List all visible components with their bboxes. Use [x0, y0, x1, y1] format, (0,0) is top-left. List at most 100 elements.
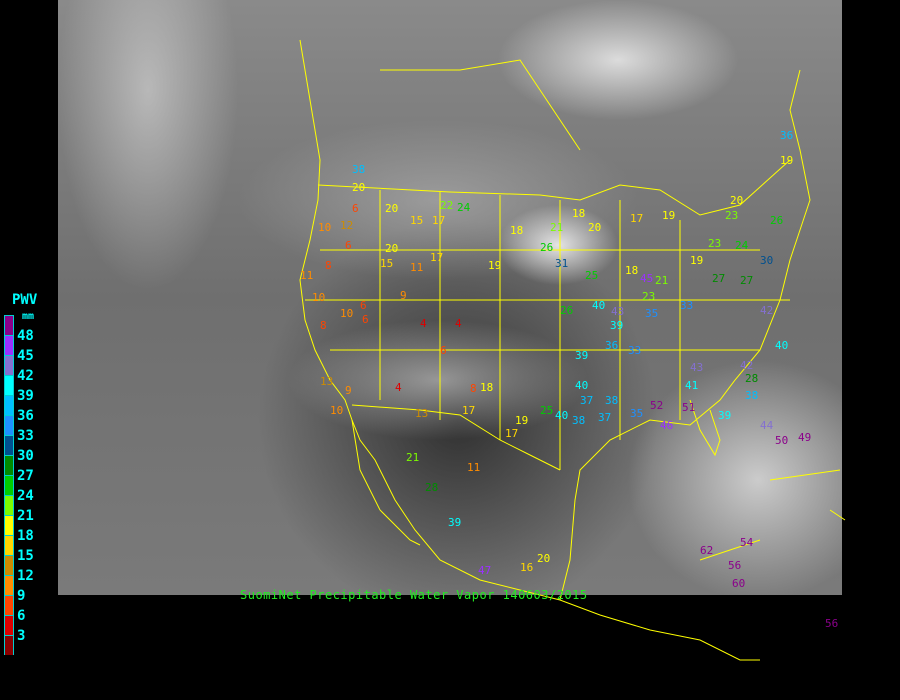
- station-value: 56: [728, 559, 742, 572]
- station-value: 20: [537, 552, 551, 565]
- station-value: 40: [592, 299, 606, 312]
- station-value: 17: [505, 427, 519, 440]
- station-value: 40: [575, 379, 589, 392]
- station-value: 40: [555, 409, 569, 422]
- station-value: 35: [630, 407, 644, 420]
- west-coast: [299, 39, 760, 661]
- station-value: 35: [645, 307, 659, 320]
- legend-swatch: [4, 455, 14, 475]
- caribbean: [699, 469, 846, 561]
- legend-swatch: [4, 635, 14, 655]
- station-value: 20: [385, 202, 399, 215]
- legend-label: 42: [17, 368, 34, 384]
- legend-label: 33: [17, 428, 34, 444]
- station-value: 54: [740, 536, 754, 549]
- station-value: 22: [440, 199, 454, 212]
- station-value: 8: [320, 319, 327, 332]
- station-value: 11: [410, 261, 424, 274]
- station-value: 26: [770, 214, 784, 227]
- station-value: 6: [345, 239, 352, 252]
- legend-label: 15: [17, 548, 34, 564]
- station-value: 37: [580, 394, 594, 407]
- station-value: 4: [420, 317, 427, 330]
- station-value: 36: [780, 129, 794, 142]
- legend-swatch: [4, 475, 14, 495]
- station-value: 27: [740, 274, 754, 287]
- legend-label: 27: [17, 468, 34, 484]
- station-value: 6: [362, 313, 369, 326]
- station-value: 40: [775, 339, 789, 352]
- map-caption: SuomiNet Precipitable Water Vapor 140603…: [240, 588, 588, 602]
- station-value: 25: [540, 404, 554, 417]
- station-value: 8: [470, 382, 477, 395]
- legend-label: 21: [17, 508, 34, 524]
- station-value: 17: [630, 212, 644, 225]
- station-value: 10: [330, 404, 344, 417]
- station-value: 18: [625, 264, 639, 277]
- station-value: 46: [660, 419, 674, 432]
- legend-swatch: [4, 515, 14, 535]
- station-value: 28: [745, 372, 759, 385]
- legend-title: PWV: [12, 292, 38, 308]
- station-value: 15: [410, 214, 424, 227]
- station-value: 33: [680, 299, 694, 312]
- legend-unit: mm: [22, 311, 35, 322]
- station-value: 16: [520, 561, 534, 574]
- station-value: 49: [798, 431, 812, 444]
- station-value: 43: [690, 361, 704, 374]
- station-value: 38: [352, 163, 366, 176]
- station-value: 15: [380, 257, 394, 270]
- legend-swatch: [4, 555, 14, 575]
- station-value: 20: [730, 194, 744, 207]
- station-value: 39: [448, 516, 462, 529]
- legend-swatch: [4, 375, 14, 395]
- station-value: 36: [605, 339, 619, 352]
- station-value: 52: [650, 399, 664, 412]
- station-value: 23: [708, 237, 722, 250]
- station-value: 39: [610, 319, 624, 332]
- legend-label: 48: [17, 328, 34, 344]
- station-value: 23: [642, 290, 656, 303]
- legend-swatch: [4, 315, 14, 335]
- station-value: 39: [575, 349, 589, 362]
- station-value: 37: [598, 411, 612, 424]
- station-value: 6: [440, 344, 447, 357]
- florida: [689, 399, 721, 457]
- station-value: 11: [467, 461, 481, 474]
- station-value: 19: [690, 254, 704, 267]
- station-value: 60: [732, 577, 746, 590]
- station-value: 10: [312, 291, 326, 304]
- station-value: 17: [462, 404, 476, 417]
- station-value: 39: [718, 409, 732, 422]
- station-value: 62: [700, 544, 714, 557]
- station-value: 41: [685, 379, 699, 392]
- station-value: 10: [318, 221, 332, 234]
- legend-label: 3: [17, 628, 26, 644]
- station-value: 11: [300, 269, 314, 282]
- legend-label: 30: [17, 448, 34, 464]
- station-value: 43: [611, 305, 625, 318]
- station-value: 18: [480, 381, 494, 394]
- station-value: 38: [605, 394, 619, 407]
- station-value: 31: [555, 257, 569, 270]
- legend-swatch: [4, 435, 14, 455]
- station-value: 25: [585, 269, 599, 282]
- legend-label: 39: [17, 388, 34, 404]
- station-value: 6: [352, 202, 359, 215]
- station-value: 20: [588, 221, 602, 234]
- station-value: 17: [432, 214, 446, 227]
- legend-colorbar: [4, 315, 14, 655]
- legend-swatch: [4, 615, 14, 635]
- state-lines: [305, 59, 790, 470]
- station-value: 30: [760, 254, 774, 267]
- station-value: 19: [515, 414, 529, 427]
- station-value: 56: [825, 617, 839, 630]
- station-value: 19: [780, 154, 794, 167]
- mexico-border: [351, 404, 561, 471]
- station-value: 4: [455, 317, 462, 330]
- station-value: 26: [540, 241, 554, 254]
- station-value: 28: [425, 481, 439, 494]
- station-value: 33: [628, 344, 642, 357]
